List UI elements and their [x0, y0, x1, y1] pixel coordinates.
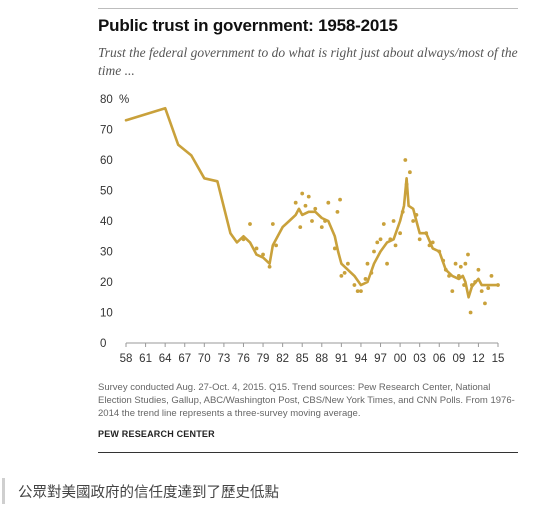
survey-point: [391, 219, 396, 223]
x-tick-label: 61: [139, 353, 152, 365]
survey-point: [345, 261, 350, 266]
survey-point: [248, 222, 252, 226]
x-tick-label: 58: [120, 353, 133, 365]
x-tick-label: 64: [159, 353, 172, 365]
survey-point: [293, 200, 298, 205]
y-tick-label: 0: [100, 338, 106, 350]
survey-point: [254, 246, 259, 251]
survey-point: [313, 206, 318, 211]
survey-point: [306, 194, 311, 199]
survey-point: [310, 219, 314, 223]
x-tick-label: 73: [217, 353, 230, 365]
survey-point: [352, 283, 357, 287]
y-tick-label: 20: [100, 277, 113, 289]
survey-point: [468, 310, 473, 315]
x-tick-label: 70: [198, 353, 211, 365]
trend-line: [124, 106, 500, 299]
survey-point: [486, 286, 491, 290]
survey-point: [270, 222, 275, 226]
x-tick-label: 09: [452, 353, 465, 365]
x-tick-label: 15: [492, 353, 505, 365]
survey-point: [300, 191, 305, 196]
survey-point: [479, 289, 484, 294]
x-tick-label: 79: [257, 353, 270, 365]
y-axis: 0 10 20 30 40 50 60 70 80%: [100, 94, 129, 350]
y-tick-label: 50: [100, 186, 113, 198]
survey-point: [274, 243, 279, 248]
y-tick-label: 30: [100, 247, 113, 259]
survey-point: [489, 274, 494, 278]
survey-point: [326, 200, 331, 205]
x-tick-label: 88: [315, 353, 328, 365]
x-tick-label: 76: [237, 353, 250, 365]
top-rule: [98, 8, 518, 9]
x-axis: 58 61 64 67 70 73 76 79 82 85 88 91 94 97 00 03 06 09 12 15: [120, 342, 505, 365]
image-caption: 公眾對美國政府的信任度達到了歷史低點: [18, 485, 279, 501]
x-tick-label: 85: [296, 353, 309, 365]
survey-point: [417, 237, 422, 242]
caption-accent-bar: [2, 478, 5, 504]
survey-point: [359, 289, 363, 294]
chart-subtitle: Trust the federal government to do what …: [98, 45, 518, 78]
chart-card: Public trust in government: 1958-2015 Tr…: [98, 8, 518, 453]
survey-point: [339, 274, 344, 278]
survey-point: [450, 289, 455, 294]
survey-point: [375, 240, 380, 245]
organization-label: PEW RESEARCH CENTER: [98, 429, 215, 439]
survey-point: [378, 237, 383, 242]
survey-point: [458, 264, 463, 269]
y-tick-label: 70: [100, 125, 113, 137]
y-unit-label: %: [119, 94, 129, 106]
x-tick-label: 03: [413, 353, 426, 365]
chart-title: Public trust in government: 1958-2015: [98, 16, 398, 35]
survey-point: [466, 252, 470, 257]
survey-point: [267, 264, 272, 269]
survey-point: [355, 289, 360, 294]
survey-point: [363, 277, 368, 281]
x-tick-label: 94: [355, 353, 368, 365]
x-tick-label: 91: [335, 353, 348, 365]
y-tick-label: 60: [100, 155, 113, 167]
survey-point: [261, 252, 265, 257]
x-tick-label: 12: [472, 353, 485, 365]
survey-point: [385, 261, 389, 266]
survey-point: [319, 225, 324, 230]
survey-point: [342, 270, 347, 275]
bottom-rule: [98, 452, 518, 453]
x-tick-label: 82: [276, 353, 289, 365]
survey-point: [403, 158, 408, 162]
x-tick-label: 97: [374, 353, 387, 365]
source-note: Survey conducted Aug. 27-Oct. 4, 2015. Q…: [98, 382, 515, 419]
survey-point: [372, 249, 376, 254]
series-group: [124, 106, 500, 315]
survey-point: [453, 261, 458, 266]
y-tick-label: 10: [100, 308, 113, 320]
survey-point: [463, 261, 468, 266]
survey-point: [398, 231, 403, 236]
survey-point: [476, 267, 481, 272]
x-tick-label: 06: [433, 353, 446, 365]
trust-line-chart: 0 10 20 30 40 50 60 70 80% 58 61 64 67 70 73 76 79 82 85 8…: [100, 94, 505, 365]
x-tick-label: 67: [178, 353, 191, 365]
survey-point: [335, 209, 340, 214]
survey-point: [365, 261, 370, 266]
survey-point: [483, 301, 487, 306]
survey-point: [407, 170, 412, 175]
survey-point: [298, 225, 303, 230]
y-tick-label: 80: [100, 94, 113, 106]
survey-point: [393, 243, 398, 248]
survey-point: [303, 203, 308, 208]
survey-point: [332, 246, 337, 251]
x-tick-label: 00: [394, 353, 407, 365]
y-tick-label: 40: [100, 216, 113, 228]
survey-point: [411, 219, 416, 223]
survey-point: [338, 197, 342, 202]
survey-point: [381, 222, 386, 226]
